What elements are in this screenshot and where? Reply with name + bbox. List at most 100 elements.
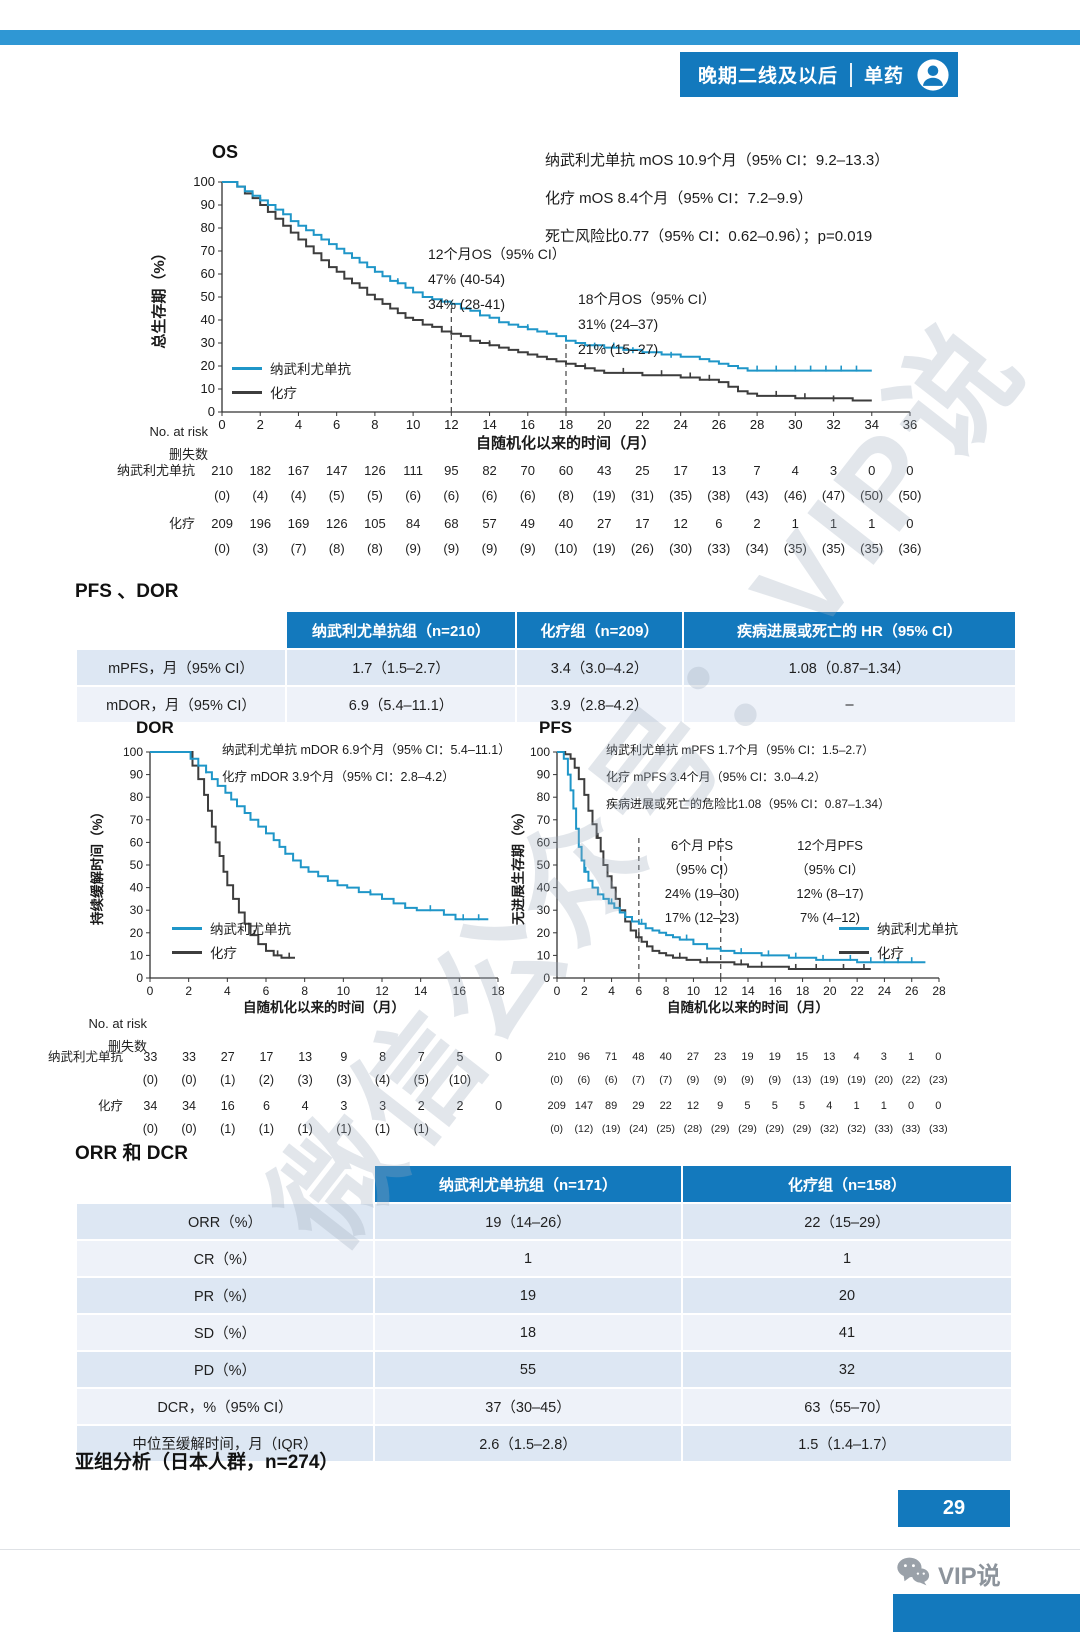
table-cell: 37（30–45）: [375, 1389, 681, 1424]
dor-legend-label-chemo: 化疗: [210, 946, 237, 961]
at-risk-value: 27: [686, 1051, 700, 1063]
at-risk-value: 33: [143, 1050, 158, 1064]
at-risk-cell: 1 (35): [853, 511, 891, 561]
at-risk-value: 5: [456, 1050, 464, 1064]
at-risk-cell: 0: [479, 1046, 518, 1092]
at-risk-censored: (6): [577, 1074, 591, 1086]
at-risk-value: 4: [853, 1051, 860, 1063]
svg-text:16: 16: [769, 984, 783, 998]
table-cell: 1.7（1.5–2.7）: [287, 650, 515, 685]
svg-text:12: 12: [375, 984, 389, 998]
pfs-legend-item-nivolumab: 纳武利尤单抗: [839, 918, 958, 938]
os-legend: 纳武利尤单抗 化疗: [232, 358, 351, 402]
at-risk-censored: (47): [821, 488, 846, 503]
table-header-cell: 纳武利尤单抗组（n=171）: [375, 1166, 681, 1202]
at-risk-value: 111: [403, 463, 424, 478]
svg-text:6: 6: [333, 417, 340, 432]
table-cell: 1: [375, 1241, 681, 1276]
svg-text:自随机化以来的时间（月）: 自随机化以来的时间（月）: [667, 999, 829, 1015]
table-row: DCR，%（95% CI） 37（30–45） 63（55–70）: [77, 1389, 1011, 1424]
at-risk-value: 6: [262, 1099, 270, 1113]
at-risk-row-label: 化疗: [97, 1099, 123, 1113]
at-risk-cell: 8 (4): [363, 1046, 402, 1092]
svg-text:40: 40: [537, 881, 551, 895]
at-risk-censored: (19): [592, 541, 616, 556]
at-risk-value: 15: [795, 1051, 809, 1063]
svg-text:14: 14: [741, 984, 755, 998]
at-risk-value: 19: [768, 1051, 781, 1063]
at-risk-value: 1: [791, 516, 799, 531]
svg-text:26: 26: [712, 417, 726, 432]
os-12month-annotation: 12个月OS（95% CI） 47% (40-54) 34% (28-41): [428, 242, 566, 317]
at-risk-cell: 6 (1): [247, 1095, 286, 1141]
pfs-at-risk-table: 210 (0) 96 (6) 71 (6) 48 (7) 40 (7) 27 (9) 23 (9) 19 (9…: [543, 1046, 952, 1144]
table-row-label: mDOR，月（95% CI）: [77, 687, 285, 722]
svg-text:6: 6: [636, 984, 643, 998]
at-risk-cell: 84 (9): [394, 511, 432, 561]
os-18month-value-nivolumab: 31% (24–37): [578, 316, 659, 332]
svg-text:16: 16: [521, 417, 535, 432]
pfs-12month-annotation: 12个月PFS （95% CI） 12% (8–17) 7% (4–12): [768, 834, 892, 930]
os-legend-label-chemo: 化疗: [270, 386, 297, 401]
table-cell: 1.5（1.4–1.7）: [683, 1426, 1011, 1461]
at-risk-value: 68: [444, 516, 459, 531]
svg-text:80: 80: [537, 790, 551, 804]
table-row-label: SD（%）: [77, 1315, 373, 1350]
at-risk-cell: 43 (19): [585, 458, 623, 508]
at-risk-censored: (29): [710, 1123, 730, 1135]
os-legend-item-chemo: 化疗: [232, 382, 351, 402]
svg-text:总生存期（%）: 总生存期（%）: [150, 245, 168, 348]
at-risk-cell: 5 (29): [734, 1095, 761, 1141]
at-risk-cell: 19 (9): [734, 1046, 761, 1092]
at-risk-censored: (6): [604, 1074, 618, 1086]
at-risk-value: 27: [596, 516, 612, 531]
svg-text:26: 26: [905, 984, 919, 998]
svg-text:2: 2: [257, 417, 264, 432]
at-risk-cell: 89 (19): [598, 1095, 625, 1141]
at-risk-cell: 1 (32): [843, 1095, 870, 1141]
table-row: CR（%） 1 1: [77, 1241, 1011, 1276]
at-risk-value: 9: [717, 1100, 724, 1112]
at-risk-value: 0: [906, 463, 914, 478]
header-left-title: 晚期二线及以后: [697, 66, 838, 87]
at-risk-value: 0: [906, 516, 914, 531]
svg-text:90: 90: [130, 768, 144, 782]
at-risk-value: 182: [249, 463, 272, 478]
at-risk-value: 210: [211, 463, 233, 478]
chemo-line-swatch: [232, 390, 262, 394]
table-cell: 55: [375, 1352, 681, 1387]
chemo-line-swatch: [172, 950, 202, 954]
pfs-legend: 纳武利尤单抗 化疗: [839, 918, 958, 962]
table-cell: –: [684, 687, 1015, 722]
at-risk-censored: (38): [707, 488, 731, 503]
at-risk-row-label: 化疗: [168, 516, 195, 531]
table-cell: 1.08（0.87–1.34）: [684, 650, 1015, 685]
at-risk-value: 33: [182, 1050, 196, 1064]
at-risk-cell: 23 (9): [707, 1046, 734, 1092]
at-risk-censored: (5): [366, 488, 383, 503]
at-risk-censored: (8): [366, 541, 383, 556]
svg-text:100: 100: [123, 745, 143, 759]
person-icon: [916, 58, 950, 92]
table-row: 中位至缓解时间，月（IQR） 2.6（1.5–2.8） 1.5（1.4–1.7）: [77, 1426, 1011, 1461]
svg-text:0: 0: [554, 984, 561, 998]
table-row: PD（%） 55 32: [77, 1352, 1011, 1387]
table-cell: 18: [375, 1315, 681, 1350]
at-risk-value: 147: [325, 463, 348, 478]
at-risk-value: 2: [753, 516, 761, 531]
svg-text:20: 20: [130, 926, 144, 940]
at-risk-censored: (35): [860, 541, 884, 556]
at-risk-cell: 7 (43): [738, 458, 776, 508]
table-cell: 20: [683, 1278, 1011, 1313]
table-row-label: CR（%）: [77, 1241, 373, 1276]
pfs-dor-heading: PFS 、DOR: [75, 581, 179, 602]
at-risk-censored: (35): [821, 541, 846, 556]
at-risk-censored: (33): [901, 1123, 921, 1135]
at-risk-value: 169: [287, 516, 310, 531]
at-risk-cell: 1 (35): [814, 511, 852, 561]
at-risk-cell: 17 (26): [623, 511, 661, 561]
at-risk-cell: 48 (7): [625, 1046, 652, 1092]
svg-text:8: 8: [371, 417, 378, 432]
svg-text:18: 18: [491, 984, 505, 998]
